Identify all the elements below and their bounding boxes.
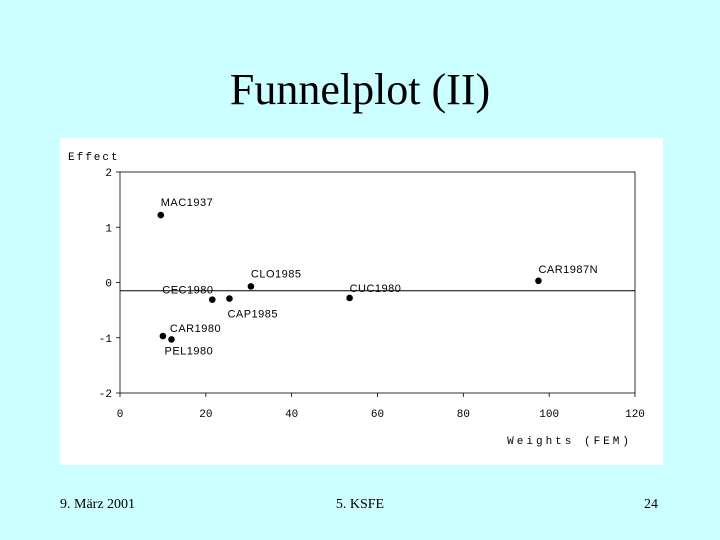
footer-date: 9. März 2001 <box>60 497 136 512</box>
x-tick-label: 100 <box>539 409 559 421</box>
funnel-plot-panel: Effect Weights (FEM) 2 1 0 -1 -2 0 20 40 60 80 10… <box>60 138 663 465</box>
x-tick-label: 60 <box>371 409 384 421</box>
point-label: CAR1980 <box>170 323 221 335</box>
x-tick-label: 40 <box>285 409 298 421</box>
data-point <box>226 295 233 302</box>
y-tick-label: 2 <box>105 168 112 180</box>
x-tick-label: 0 <box>117 409 124 421</box>
x-tick-label: 80 <box>457 409 470 421</box>
point-label: CEC1980 <box>162 285 213 297</box>
data-point <box>535 277 542 285</box>
data-point <box>346 294 353 302</box>
footer-center: 5. KSFE <box>335 497 385 512</box>
data-point <box>157 211 165 219</box>
point-label: CAP1985 <box>227 309 278 321</box>
x-axis: 0 20 40 60 80 100 120 <box>117 393 645 421</box>
data-point <box>247 283 255 290</box>
y-tick-label: 0 <box>105 279 112 291</box>
funnel-plot: Effect Weights (FEM) 2 1 0 -1 -2 0 20 40 60 80 10… <box>68 152 645 448</box>
y-tick-label: -1 <box>99 334 113 346</box>
y-tick-label: -2 <box>99 389 112 401</box>
data-point <box>168 336 175 343</box>
point-label: MAC1937 <box>161 197 213 209</box>
data-point <box>208 296 216 303</box>
y-tick-label: 1 <box>105 223 112 235</box>
point-label: CAR1987N <box>538 264 598 276</box>
data-points: MAC1937 CEC1980 CLO1985 CAP1985 CUC1980 CAR19… <box>157 197 598 357</box>
y-axis: 2 1 0 -1 -2 <box>99 168 120 401</box>
slide-title: Funnelplot (II) <box>229 65 491 114</box>
point-label: PEL1980 <box>165 345 214 357</box>
y-axis-label: Effect <box>68 152 120 164</box>
data-point <box>159 332 167 340</box>
x-axis-label: Weights (FEM) <box>507 436 632 448</box>
point-label: CUC1980 <box>350 283 402 295</box>
footer-page-number: 24 <box>644 497 658 512</box>
x-tick-label: 120 <box>625 409 645 421</box>
x-tick-label: 20 <box>199 409 212 421</box>
point-label: CLO1985 <box>251 268 302 280</box>
